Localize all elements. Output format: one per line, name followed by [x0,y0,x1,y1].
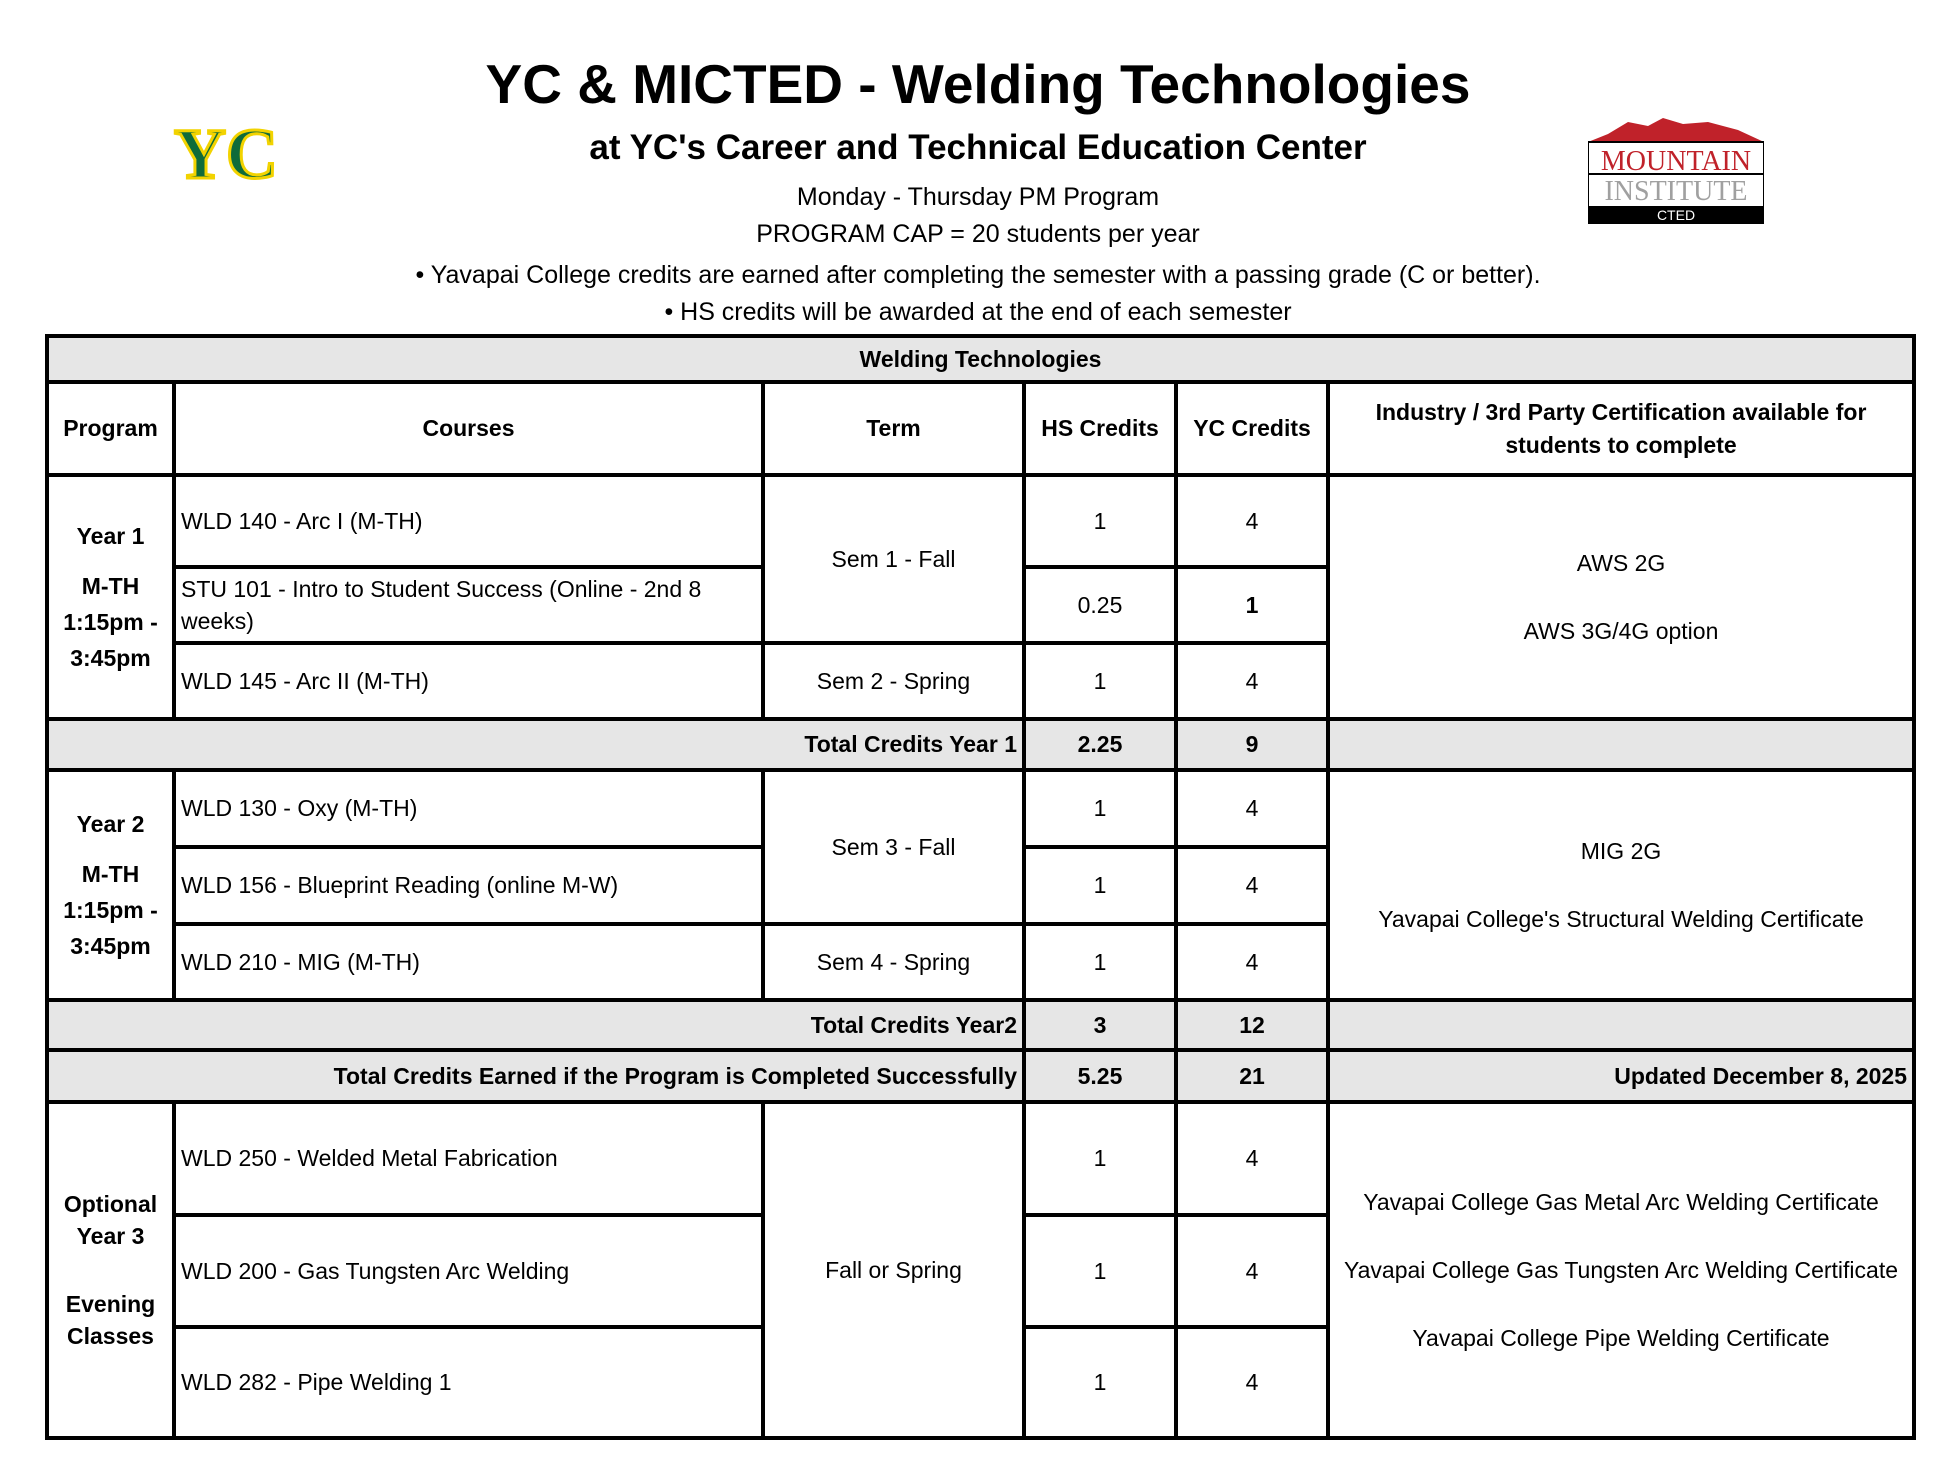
grand-total-row: Total Credits Earned if the Program is C… [45,1048,1917,1104]
updated-date: Updated December 8, 2025 [1325,1048,1917,1104]
total-hs: 3 [1022,998,1178,1052]
mountain-institute-logo: MOUNTAIN INSTITUTE CTED [1588,118,1764,224]
table-row: WLD 282 - Pipe Welding 1 1 4 [47,1325,1914,1440]
term: Sem 3 - Fall [761,768,1026,926]
schedule-text: Monday - Thursday PM Program [796,183,1160,211]
table-row: WLD 145 - Arc II (M-TH) Sem 2 - Spring 1… [47,641,1914,721]
program-year3: Optional Year 3 Evening Classes [45,1100,176,1440]
yc-credits: 4 [1174,768,1330,849]
total-label: Total Credits Year 1 [45,717,1026,772]
program-year2: Year 2 M-TH 1:15pm -3:45pm [45,768,176,1002]
svg-text:CTED: CTED [1657,207,1695,223]
yc-credits: 4 [1174,922,1330,1002]
hs-credits: 1 [1022,845,1178,926]
course: WLD 210 - MIG (M-TH) [172,922,765,1002]
hs-credits: 1 [1022,1213,1178,1329]
total-row-year1: Total Credits Year 1 2.25 9 [45,717,1917,772]
total-hs: 2.25 [1022,717,1178,772]
certifications-year3: Yavapai College Gas Metal Arc Welding Ce… [1325,1100,1917,1440]
hs-credits: 0.25 [1022,565,1178,645]
header-row: Program Courses Term HS Credits YC Credi… [45,380,1917,477]
yc-credits: 4 [1174,641,1330,721]
total-label: Total Credits Year2 [45,998,1026,1052]
yc-credits: 4 [1174,845,1330,926]
table-row: WLD 156 - Blueprint Reading (online M-W)… [47,845,1914,926]
grand-total-yc: 21 [1174,1048,1330,1104]
header-courses: Courses [172,380,765,477]
table-row: Year 2 M-TH 1:15pm -3:45pm WLD 130 - Oxy (… [45,768,1917,1002]
hs-credits: 1 [1022,473,1178,569]
program-table: Welding Technologies Program Courses Ter… [44,334,1917,1440]
grand-total-hs: 5.25 [1022,1048,1178,1104]
hs-credits: 1 [1022,641,1178,721]
certifications-year1: AWS 2G AWS 3G/4G option [1325,473,1917,721]
note-yc-credits: • Yavapai College credits are earned aft… [415,261,1541,289]
note-hs-credits: • HS credits will be awarded at the end … [664,298,1292,326]
table-row: Year 1 M-TH 1:15pm -3:45pm WLD 140 - Arc I… [45,473,1917,721]
course: WLD 282 - Pipe Welding 1 [172,1325,765,1440]
term: Sem 4 - Spring [761,922,1026,1002]
header-certification: Industry / 3rd Party Certification avail… [1325,380,1917,477]
hs-credits: 1 [1022,922,1178,1002]
course: WLD 156 - Blueprint Reading (online M-W) [172,845,765,926]
total-yc: 12 [1174,998,1330,1052]
yc-logo: YC [173,116,280,196]
svg-text:MOUNTAIN: MOUNTAIN [1601,146,1751,177]
term: Sem 1 - Fall [761,473,1026,645]
grand-total-label: Total Credits Earned if the Program is C… [45,1048,1026,1104]
table-row: STU 101 - Intro to Student Success (Onli… [47,565,1914,645]
table-row: WLD 210 - MIG (M-TH) Sem 4 - Spring 1 4 [47,922,1914,1002]
header-program: Program [45,380,176,477]
course: WLD 140 - Arc I (M-TH) [172,473,765,569]
page-title: YC & MICTED - Welding Technologies [485,53,1471,115]
course: WLD 250 - Welded Metal Fabrication [172,1100,765,1217]
hs-credits: 1 [1022,1325,1178,1440]
course: WLD 200 - Gas Tungsten Arc Welding [172,1213,765,1329]
yc-credits: 1 [1174,565,1330,645]
total-blank [1325,998,1917,1052]
course: WLD 145 - Arc II (M-TH) [172,641,765,721]
hs-credits: 1 [1022,768,1178,849]
header-term: Term [761,380,1026,477]
course: WLD 130 - Oxy (M-TH) [172,768,765,849]
page-subtitle: at YC's Career and Technical Education C… [589,128,1367,167]
table-title: Welding Technologies [44,334,1917,384]
table-row: WLD 200 - Gas Tungsten Arc Welding 1 4 [47,1213,1914,1329]
total-row-year2: Total Credits Year2 3 12 [45,998,1917,1052]
yc-credits: 4 [1174,1325,1330,1440]
svg-text:YC: YC [174,116,278,194]
header-hs-credits: HS Credits [1022,380,1178,477]
svg-text:INSTITUTE: INSTITUTE [1604,176,1747,207]
program-year1: Year 1 M-TH 1:15pm -3:45pm [45,473,176,721]
hs-credits: 1 [1022,1100,1178,1217]
certifications-year2: MIG 2G Yavapai College's Structural Weldi… [1325,768,1917,1002]
yc-credits: 4 [1174,473,1330,569]
program-cap: PROGRAM CAP = 20 students per year [756,220,1200,248]
term: Sem 2 - Spring [761,641,1026,721]
course: STU 101 - Intro to Student Success (Onli… [172,565,765,645]
total-blank [1325,717,1917,772]
yc-credits: 4 [1174,1100,1330,1217]
total-yc: 9 [1174,717,1330,772]
header-yc-credits: YC Credits [1174,380,1330,477]
term: Fall or Spring [761,1100,1026,1440]
table-row: Optional Year 3 Evening Classes WLD 250 - W… [45,1100,1917,1440]
yc-credits: 4 [1174,1213,1330,1329]
